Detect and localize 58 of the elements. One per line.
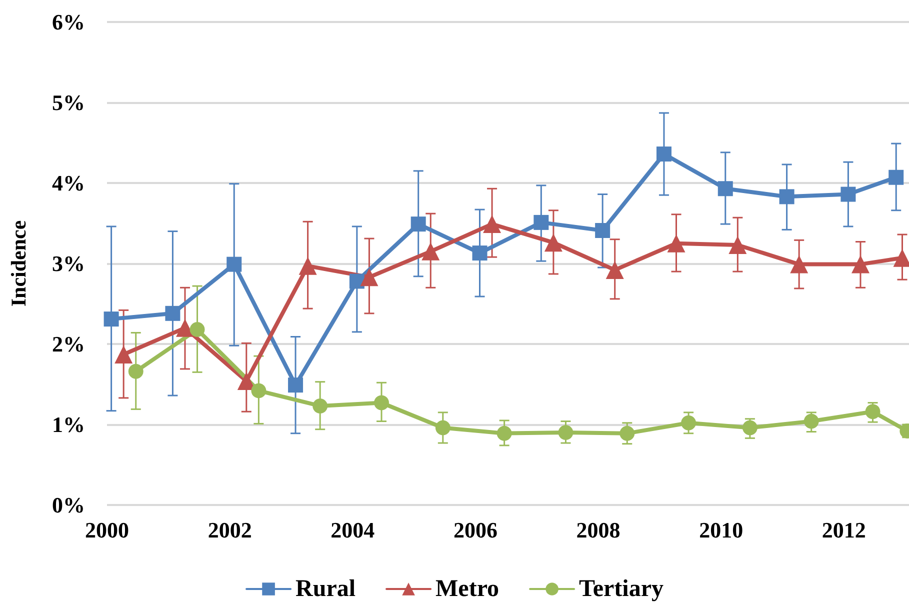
point bbox=[534, 214, 549, 230]
point bbox=[374, 395, 389, 410]
point bbox=[620, 426, 635, 441]
point bbox=[288, 378, 304, 393]
y-tick-label: 4% bbox=[52, 170, 85, 196]
point bbox=[251, 383, 266, 398]
point bbox=[790, 255, 808, 274]
point bbox=[226, 256, 242, 272]
point bbox=[128, 364, 144, 379]
point bbox=[804, 414, 819, 429]
point bbox=[718, 181, 733, 196]
x-tick-label: 2010 bbox=[699, 518, 744, 542]
point bbox=[104, 312, 119, 327]
x-tick-label: 2008 bbox=[576, 518, 620, 542]
point bbox=[360, 268, 378, 286]
point bbox=[472, 246, 488, 261]
point bbox=[840, 186, 856, 202]
point bbox=[176, 318, 194, 337]
y-tick-label: 6% bbox=[52, 10, 85, 34]
y-tick-label: 5% bbox=[52, 90, 85, 115]
point bbox=[349, 274, 364, 289]
point bbox=[667, 234, 686, 252]
point bbox=[435, 420, 450, 436]
point bbox=[779, 189, 794, 204]
point bbox=[483, 215, 502, 234]
point bbox=[312, 398, 328, 414]
y-axis-title: Incidence bbox=[6, 220, 30, 307]
point bbox=[114, 345, 133, 364]
legend-label: Rural bbox=[296, 576, 356, 602]
x-tick-label: 2000 bbox=[85, 518, 129, 542]
x-tick-label: 2006 bbox=[453, 518, 498, 542]
point bbox=[595, 222, 610, 238]
point bbox=[496, 426, 512, 441]
point bbox=[681, 415, 696, 430]
x-tick-label: 2012 bbox=[822, 518, 866, 542]
y-tick-label: 3% bbox=[52, 251, 85, 276]
point bbox=[728, 236, 747, 254]
y-tick-label: 0% bbox=[52, 492, 85, 518]
point bbox=[298, 256, 317, 275]
legend-label: Tertiary bbox=[579, 576, 664, 602]
point bbox=[190, 322, 205, 338]
point bbox=[410, 216, 426, 232]
point bbox=[656, 146, 672, 162]
point bbox=[865, 404, 880, 420]
point bbox=[606, 260, 624, 279]
point bbox=[742, 420, 758, 436]
point bbox=[888, 170, 904, 185]
point bbox=[165, 306, 180, 321]
point bbox=[558, 425, 574, 440]
x-tick-label: 2002 bbox=[208, 518, 252, 542]
point bbox=[237, 372, 256, 390]
legend-label: Metro bbox=[436, 576, 500, 602]
y-tick-label: 2% bbox=[52, 332, 85, 356]
point bbox=[851, 255, 870, 274]
point bbox=[422, 242, 440, 260]
point bbox=[544, 234, 562, 252]
y-tick-label: 1% bbox=[52, 412, 85, 437]
x-tick-label: 2004 bbox=[330, 518, 375, 542]
